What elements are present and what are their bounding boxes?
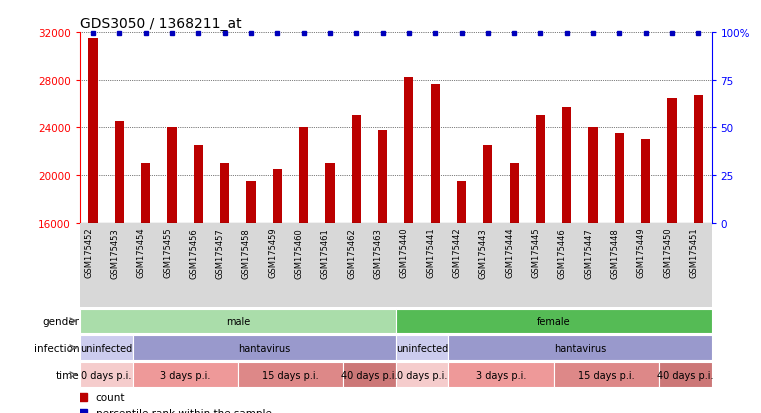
- Bar: [88, 39, 97, 223]
- Text: GDS3050 / 1368211_at: GDS3050 / 1368211_at: [80, 17, 241, 31]
- Text: GSM175443: GSM175443: [479, 227, 488, 278]
- Bar: [483, 146, 492, 223]
- Bar: [641, 140, 651, 223]
- Bar: [694, 96, 703, 223]
- Bar: [554, 363, 659, 387]
- Text: count: count: [96, 392, 126, 403]
- Bar: [448, 336, 712, 360]
- Bar: [80, 336, 132, 360]
- Bar: [378, 131, 387, 223]
- Text: GSM175463: GSM175463: [374, 227, 383, 278]
- Bar: [80, 309, 396, 333]
- Text: 3 days p.i.: 3 days p.i.: [476, 370, 526, 380]
- Bar: [352, 116, 361, 223]
- Bar: [615, 134, 624, 223]
- Bar: [659, 363, 712, 387]
- Text: GSM175457: GSM175457: [215, 227, 224, 278]
- Bar: [343, 363, 396, 387]
- Bar: [431, 85, 440, 223]
- Bar: [396, 363, 448, 387]
- Text: GSM175461: GSM175461: [321, 227, 330, 278]
- Text: 15 days p.i.: 15 days p.i.: [262, 370, 319, 380]
- Bar: [667, 98, 677, 223]
- Text: 40 days p.i.: 40 days p.i.: [341, 370, 398, 380]
- Text: GSM175460: GSM175460: [295, 227, 304, 278]
- Text: uninfected: uninfected: [80, 343, 132, 353]
- Bar: [562, 108, 572, 223]
- Text: GSM175453: GSM175453: [110, 227, 119, 278]
- Bar: [167, 128, 177, 223]
- Bar: [115, 122, 124, 223]
- Bar: [448, 363, 554, 387]
- Text: gender: gender: [43, 316, 79, 326]
- Text: 40 days p.i.: 40 days p.i.: [657, 370, 714, 380]
- Text: GSM175442: GSM175442: [453, 227, 461, 278]
- Text: GSM175444: GSM175444: [505, 227, 514, 278]
- Text: male: male: [226, 316, 250, 326]
- Text: GSM175448: GSM175448: [610, 227, 619, 278]
- Text: GSM175441: GSM175441: [426, 227, 435, 278]
- Bar: [237, 363, 343, 387]
- Bar: [396, 336, 448, 360]
- Bar: [220, 164, 229, 223]
- Text: percentile rank within the sample: percentile rank within the sample: [96, 408, 272, 413]
- Text: GSM175449: GSM175449: [637, 227, 646, 278]
- Text: 3 days p.i.: 3 days p.i.: [160, 370, 210, 380]
- Text: GSM175445: GSM175445: [531, 227, 540, 278]
- Bar: [299, 128, 308, 223]
- Bar: [272, 170, 282, 223]
- Bar: [588, 128, 597, 223]
- Text: 15 days p.i.: 15 days p.i.: [578, 370, 635, 380]
- Text: GSM175462: GSM175462: [347, 227, 356, 278]
- Bar: [141, 164, 151, 223]
- Bar: [80, 363, 132, 387]
- Bar: [510, 164, 519, 223]
- Text: infection: infection: [33, 343, 79, 353]
- Text: hantavirus: hantavirus: [554, 343, 606, 353]
- Bar: [396, 309, 712, 333]
- Text: GSM175455: GSM175455: [163, 227, 172, 278]
- Bar: [194, 146, 203, 223]
- Bar: [325, 164, 335, 223]
- Text: time: time: [56, 370, 79, 380]
- Text: GSM175451: GSM175451: [689, 227, 699, 278]
- Text: GSM175459: GSM175459: [269, 227, 277, 278]
- Text: GSM175447: GSM175447: [584, 227, 593, 278]
- Bar: [404, 78, 413, 223]
- Text: female: female: [537, 316, 571, 326]
- Text: GSM175452: GSM175452: [84, 227, 93, 278]
- Text: GSM175440: GSM175440: [400, 227, 409, 278]
- Text: GSM175456: GSM175456: [189, 227, 199, 278]
- Text: 0 days p.i.: 0 days p.i.: [81, 370, 132, 380]
- Bar: [132, 336, 396, 360]
- Text: GSM175446: GSM175446: [558, 227, 567, 278]
- Text: uninfected: uninfected: [396, 343, 448, 353]
- Text: 0 days p.i.: 0 days p.i.: [396, 370, 447, 380]
- Text: GSM175454: GSM175454: [137, 227, 145, 278]
- Text: GSM175458: GSM175458: [242, 227, 251, 278]
- Text: GSM175450: GSM175450: [663, 227, 672, 278]
- Bar: [536, 116, 545, 223]
- Bar: [132, 363, 238, 387]
- Bar: [457, 181, 466, 223]
- Bar: [247, 181, 256, 223]
- Text: hantavirus: hantavirus: [238, 343, 290, 353]
